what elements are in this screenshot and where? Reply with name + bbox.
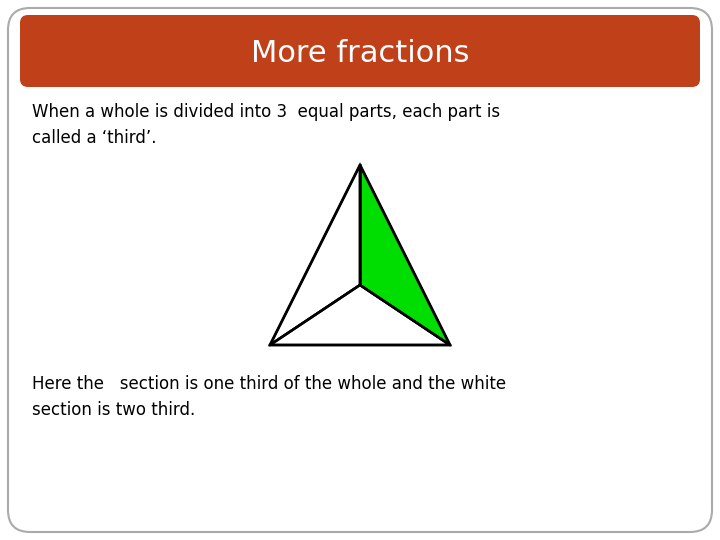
FancyBboxPatch shape (20, 15, 700, 87)
Polygon shape (270, 285, 450, 345)
Polygon shape (360, 165, 450, 345)
FancyBboxPatch shape (8, 8, 712, 532)
Text: Here the   section is one third of the whole and the white
section is two third.: Here the section is one third of the who… (32, 375, 506, 420)
Text: More fractions: More fractions (251, 38, 469, 68)
Text: When a whole is divided into 3  equal parts, each part is
called a ‘third’.: When a whole is divided into 3 equal par… (32, 103, 500, 147)
Polygon shape (270, 165, 360, 345)
